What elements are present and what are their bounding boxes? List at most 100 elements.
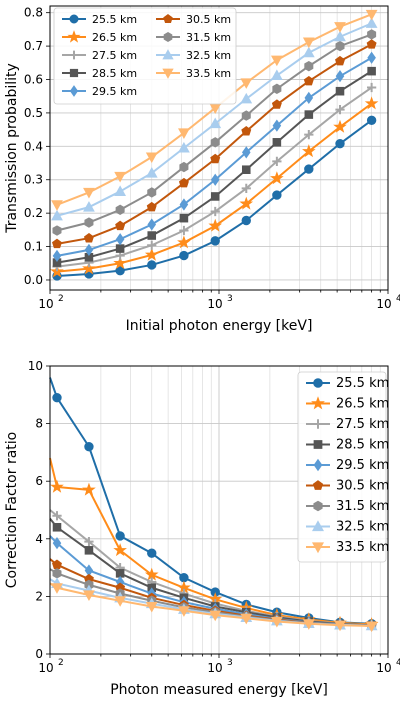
- data-point: [210, 206, 220, 217]
- data-point: [84, 441, 94, 452]
- data-point: [115, 244, 125, 253]
- legend-item: 31.5 km: [156, 31, 231, 44]
- legend-marker: [311, 520, 325, 532]
- data-point: [239, 196, 254, 210]
- y-tick-label: 0.6: [24, 73, 43, 87]
- data-point: [84, 217, 94, 228]
- data-point: [335, 70, 345, 83]
- data-point: [179, 161, 189, 173]
- data-point: [52, 238, 62, 249]
- legend-label: 26.5 km: [92, 31, 137, 44]
- data-point: [270, 55, 283, 67]
- data-point: [113, 543, 127, 557]
- x-tick-exponent: 3: [227, 294, 233, 304]
- legend-box: [297, 371, 387, 563]
- data-point: [270, 171, 284, 185]
- data-point: [83, 232, 94, 243]
- data-point: [50, 479, 64, 493]
- legend-label: 25.5 km: [336, 376, 389, 391]
- legend-item: 28.5 km: [62, 67, 137, 80]
- x-tick-exponent: 4: [396, 294, 400, 304]
- data-point: [367, 66, 376, 76]
- data-point: [147, 231, 157, 240]
- data-point: [83, 187, 95, 199]
- data-point: [52, 249, 62, 263]
- data-point: [302, 619, 315, 630]
- series-33-5-km: [49, 582, 378, 633]
- series-33-5-km: [51, 9, 378, 211]
- y-tick-label: 0.0: [24, 273, 43, 287]
- data-point: [365, 621, 378, 633]
- data-point: [210, 236, 220, 246]
- x-axis-label: Photon measured energy [keV]: [110, 682, 328, 698]
- data-point: [179, 213, 189, 223]
- data-point: [270, 69, 283, 81]
- y-axis: 0 2 4 6 8 10: [28, 359, 50, 661]
- legend-item: 30.5 km: [156, 13, 231, 26]
- data-point: [241, 165, 251, 174]
- data-point: [334, 22, 346, 33]
- x-tick-exponent: 2: [58, 658, 64, 668]
- data-point: [364, 96, 379, 110]
- data-point: [208, 218, 223, 232]
- data-point: [302, 37, 315, 49]
- y-tick-label: 6: [35, 474, 43, 488]
- x-axis-label: Initial photon energy [keV]: [126, 318, 313, 334]
- data-point: [51, 209, 63, 221]
- legend-label: 33.5 km: [186, 67, 231, 80]
- data-point: [272, 190, 282, 200]
- data-point: [241, 146, 251, 159]
- y-tick-label: 0.8: [24, 6, 43, 20]
- y-tick-label: 4: [35, 532, 43, 546]
- data-point: [147, 240, 157, 250]
- legend-marker: [313, 378, 323, 388]
- data-point: [335, 86, 345, 96]
- legend-item: 27.5 km: [62, 49, 137, 62]
- data-point: [302, 46, 315, 58]
- data-point: [84, 537, 94, 547]
- legend-marker: [67, 30, 81, 43]
- data-point: [365, 17, 378, 28]
- data-point: [178, 606, 190, 617]
- data-point: [146, 201, 157, 212]
- legend-item: 30.5 km: [306, 479, 389, 494]
- data-point: [82, 261, 96, 275]
- legend-item: 27.5 km: [306, 417, 389, 432]
- legend-marker: [69, 14, 79, 24]
- y-tick-label: 0.3: [24, 173, 43, 187]
- data-point: [367, 82, 377, 93]
- data-point: [115, 531, 125, 541]
- legend-item: 32.5 km: [306, 520, 389, 535]
- data-point: [114, 185, 127, 196]
- data-point: [147, 218, 157, 231]
- data-point: [113, 256, 127, 270]
- data-point: [210, 153, 221, 164]
- data-point: [145, 152, 158, 164]
- data-point: [367, 51, 376, 64]
- data-point: [114, 596, 127, 607]
- data-point: [147, 187, 157, 198]
- series-29-5-km: [52, 51, 376, 263]
- x-axis: 10 2 10 3 10 4: [38, 654, 400, 675]
- data-point: [52, 523, 62, 532]
- legend: 25.5 km 26.5 km 27.5 km 28.5 km 29.5 km 30.5 …: [297, 371, 389, 563]
- data-point: [52, 511, 62, 521]
- series-31-5-km: [52, 29, 377, 236]
- x-tick-label: 10: [376, 661, 391, 675]
- data-point: [272, 119, 282, 132]
- legend-item: 28.5 km: [306, 438, 389, 453]
- data-point: [178, 141, 190, 153]
- legend-marker: [162, 68, 174, 79]
- data-point: [241, 126, 252, 136]
- data-point: [272, 156, 282, 166]
- data-point: [241, 183, 251, 194]
- data-point: [147, 548, 157, 558]
- legend-marker: [313, 500, 323, 512]
- legend-item: 29.5 km: [62, 85, 137, 98]
- data-point: [240, 92, 253, 104]
- legend-label: 29.5 km: [92, 85, 137, 98]
- data-point: [52, 536, 62, 550]
- legend-label: 33.5 km: [336, 540, 389, 555]
- data-point: [334, 620, 346, 632]
